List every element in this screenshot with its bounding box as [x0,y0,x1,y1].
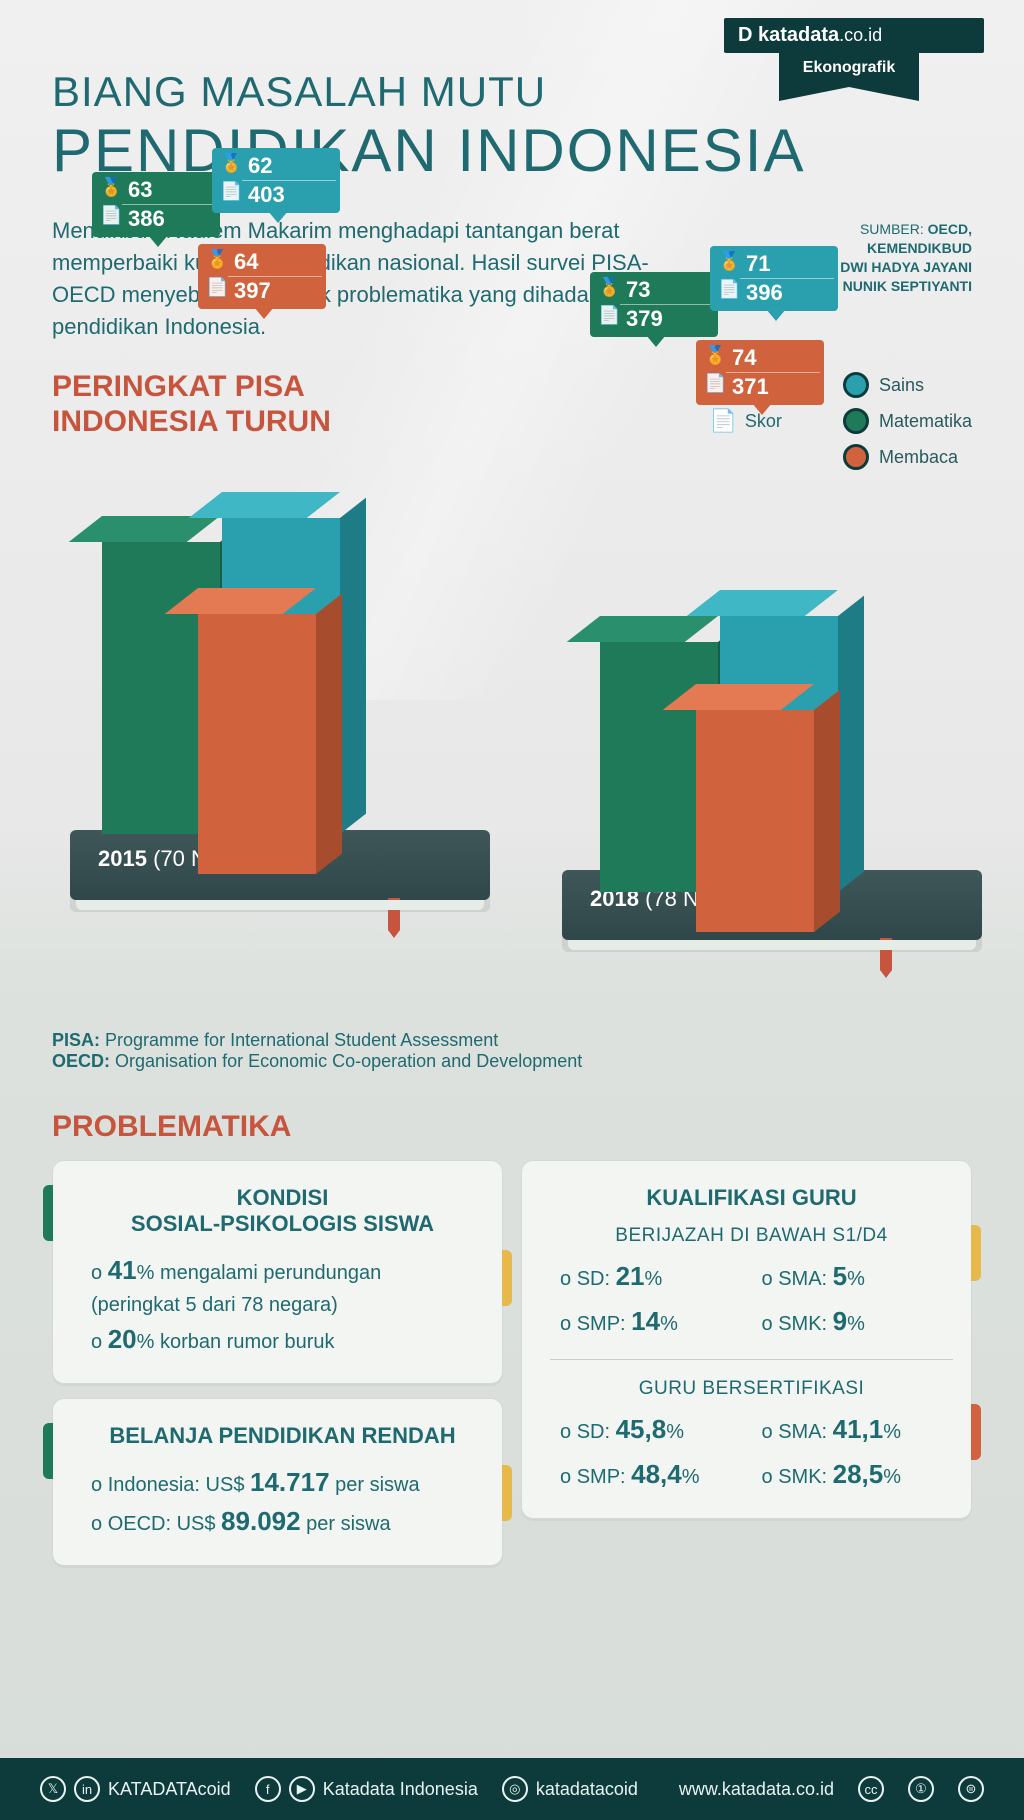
card-left-0: KONDISISOSIAL-PSIKOLOGIS SISWA 41% mengal… [52,1160,503,1384]
facebook-icon: f [255,1776,281,1802]
grid-item: SMP: 14% [560,1302,742,1341]
left-column: KONDISISOSIAL-PSIKOLOGIS SISWA 41% mengal… [52,1160,503,1566]
pisa-label: PISA: [52,1030,100,1050]
card-accent [43,1185,53,1241]
cc-icon: cc [858,1776,884,1802]
oecd-label: OECD: [52,1051,110,1071]
pisa-chart: 2015 (70 Negara) 2018 (78 Negara) 🏅63📄38… [52,450,972,1010]
bar-2018-membaca [696,710,814,932]
problem-cards: KONDISISOSIAL-PSIKOLOGIS SISWA 41% mengal… [52,1160,972,1566]
divider [550,1359,953,1360]
pisa-def: Programme for International Student Asse… [105,1030,498,1050]
footer-fb-text: Katadata Indonesia [323,1779,478,1800]
cc-nd-icon: ⊜ [958,1776,984,1802]
flag-2015-sains: 🏅62📄403 [212,148,340,213]
flag-2015-matematika: 🏅63📄386 [92,172,220,237]
brand-thin: .co.id [839,25,882,46]
credit-source-label: SUMBER: [860,221,924,237]
flag-2018-matematika: 🏅73📄379 [590,272,718,337]
credit-design: NUNIK SEPTIYANTI [843,278,972,294]
card-title: BELANJA PENDIDIKAN RENDAH [91,1423,474,1449]
infographic-canvas: D katadata .co.id Ekonografik BIANG MASA… [0,0,1024,1820]
grid-item: SD: 45,8% [560,1410,742,1449]
card-title: KUALIFIKASI GURU [560,1185,943,1211]
footer-instagram: ◎ katadatacoid [502,1776,638,1802]
legend-dot [843,408,869,434]
grid-item: SMK: 9% [762,1302,944,1341]
legend-series-label: Sains [879,375,924,396]
cc-by-icon: ① [908,1776,934,1802]
card-item: Indonesia: US$ 14.717 per siswa [91,1463,474,1502]
grid-2: SD: 45,8% SMA: 41,1% SMP: 48,4% SMK: 28,5% [560,1410,943,1494]
title-line1: BIANG MASALAH MUTU [52,68,805,116]
bookmark-icon [388,898,400,938]
grid-item: SMA: 5% [762,1257,944,1296]
footer-url: www.katadata.co.id [679,1779,834,1800]
brand-row: D katadata .co.id [724,18,984,53]
brand-bold: D katadata [738,24,839,47]
footer-right: www.katadata.co.id cc ① ⊜ [679,1776,984,1802]
legend-pill-sains: Sains [843,372,972,398]
legend-series-label: Matematika [879,411,972,432]
bar-2015-membaca [198,614,316,874]
youtube-icon: ▶ [289,1776,315,1802]
section-title-pisa: PERINGKAT PISAINDONESIA TURUN [52,370,331,439]
main-title: BIANG MASALAH MUTU PENDIDIKAN INDONESIA [52,68,805,185]
flag-2018-membaca: 🏅74📄371 [696,340,824,405]
footer-twitter-text: KATADATAcoid [108,1779,231,1800]
section-title-problematika: PROBLEMATIKA [52,1110,291,1145]
year-2015: 2015 [98,846,147,871]
twitter-icon: 𝕏 [40,1776,66,1802]
bookmark-icon [880,938,892,978]
card-accent [43,1423,53,1479]
bar-group-2015: 🏅63📄386🏅62📄403🏅64📄397 [102,534,442,834]
subhead-2: GURU BERSERTIFIKASI [560,1378,943,1400]
grid-item: SMA: 41,1% [762,1410,944,1449]
legend-dot [843,372,869,398]
card-left-1: BELANJA PENDIDIKAN RENDAH Indonesia: US$ … [52,1398,503,1566]
card-item: OECD: US$ 89.092 per siswa [91,1502,474,1541]
instagram-icon: ◎ [502,1776,528,1802]
card-item: 20% korban rumor buruk [91,1320,474,1359]
grid-item: SD: 21% [560,1257,742,1296]
flag-2015-membaca: 🏅64📄397 [198,244,326,309]
grid-1: SD: 21% SMA: 5% SMP: 14% SMK: 9% [560,1257,943,1341]
score-icon: 📄 [710,408,737,434]
footer-facebook: f ▶ Katadata Indonesia [255,1776,478,1802]
footer-left: 𝕏 in KATADATAcoid f ▶ Katadata Indonesia… [40,1776,638,1802]
flag-2018-sains: 🏅71📄396 [710,246,838,311]
card-accent-right [502,1465,512,1521]
bar-group-2018: 🏅73📄379🏅71📄396🏅74📄371 [600,592,940,892]
card-accent-right [502,1250,512,1306]
card-accent-right [971,1225,981,1281]
definitions: PISA: Programme for International Studen… [52,1030,582,1072]
subhead-1: BERIJAZAH DI BAWAH S1/D4 [560,1225,943,1247]
right-column: KUALIFIKASI GURU BERIJAZAH DI BAWAH S1/D4… [521,1160,972,1566]
credit-writer: DWI HADYA JAYANI [840,259,972,275]
linkedin-icon: in [74,1776,100,1802]
card-title: KONDISISOSIAL-PSIKOLOGIS SISWA [91,1185,474,1237]
card-accent-right [971,1404,981,1460]
card-teacher-qualification: KUALIFIKASI GURU BERIJAZAH DI BAWAH S1/D4… [521,1160,972,1519]
footer-bar: 𝕏 in KATADATAcoid f ▶ Katadata Indonesia… [0,1758,1024,1820]
grid-item: SMK: 28,5% [762,1455,944,1494]
grid-item: SMP: 48,4% [560,1455,742,1494]
legend-pill-matematika: Matematika [843,408,972,434]
footer-twitter: 𝕏 in KATADATAcoid [40,1776,231,1802]
card-item: 41% mengalami perundungan (peringkat 5 d… [91,1251,474,1320]
footer-ig-text: katadatacoid [536,1779,638,1800]
oecd-def: Organisation for Economic Co-operation a… [115,1051,582,1071]
